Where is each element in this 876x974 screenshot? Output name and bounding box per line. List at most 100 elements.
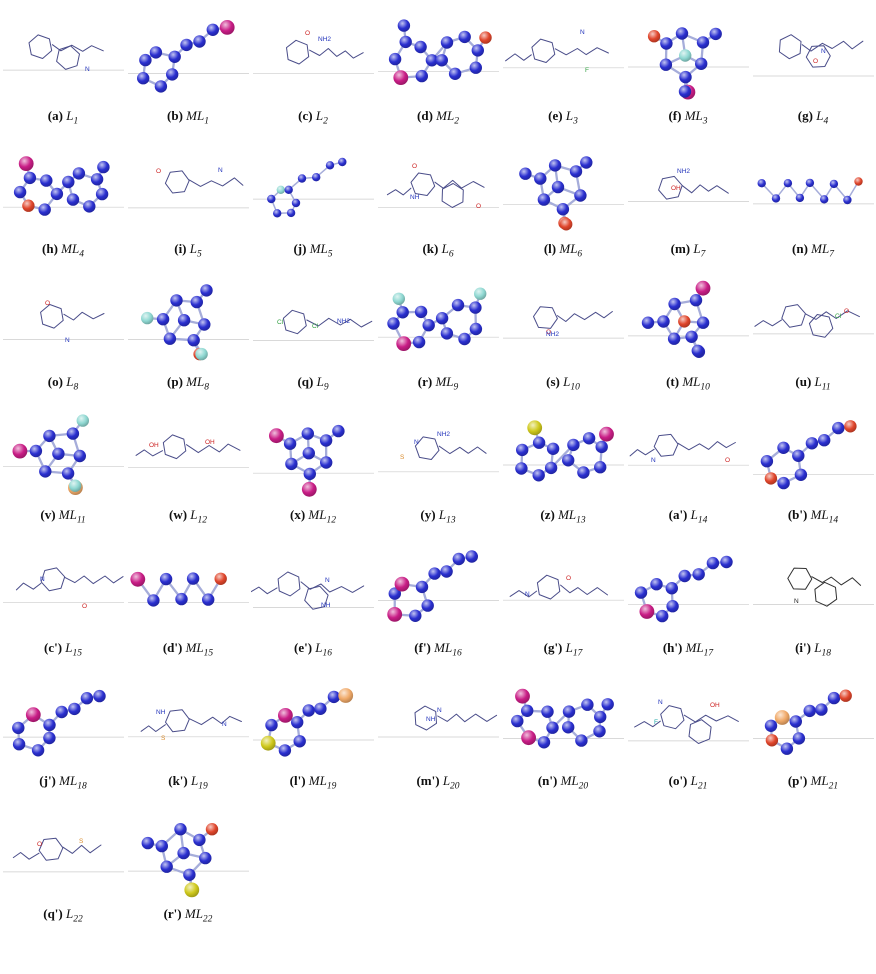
molecule-label: (v) ML11 [40, 507, 85, 526]
structure-ML15 [127, 572, 249, 607]
molecule-label-subscript: 15 [203, 648, 214, 659]
structure-L19: S N NH [127, 709, 249, 742]
molecule-cell: (f) ML3 [626, 6, 751, 127]
structure-ML21 [752, 689, 874, 756]
molecule-label-subscript: 19 [198, 781, 208, 792]
molecule-label-formula: L6 [442, 241, 454, 259]
molecule-label-index: (y) [420, 507, 436, 523]
molecule-label-index: (e) [548, 108, 563, 123]
molecule-label-name: ML [61, 241, 80, 257]
svg-text:OH: OH [205, 439, 215, 446]
molecule-label-formula: ML21 [811, 773, 839, 792]
structure-L14: ON [627, 433, 749, 466]
svg-text:O: O [476, 203, 481, 210]
molecule-label-subscript: 16 [452, 648, 462, 659]
molecule-label-name: ML [58, 507, 77, 523]
molecule-label-index: (r') [163, 906, 182, 922]
molecule-label-name: L [816, 108, 824, 123]
molecule-label-name: L [315, 108, 324, 123]
structure-ML10 [627, 280, 749, 359]
molecule-label-name: ML [682, 374, 701, 390]
molecule-label-formula: L17 [566, 640, 583, 658]
molecule-label-formula: L3 [566, 108, 578, 126]
structure-ML3 [627, 27, 749, 100]
structure-L11: ClO [752, 304, 874, 338]
svg-text:NH: NH [321, 602, 331, 609]
molecule-label: (a') L14 [669, 507, 708, 526]
molecule-label-formula: L9 [317, 374, 329, 392]
molecule-label: (c') L15 [44, 640, 82, 659]
molecule-cell: S N NH (k') L19 [126, 671, 251, 792]
molecule-label: (r') ML22 [164, 907, 213, 925]
molecule-label-index: (k) [422, 241, 439, 257]
molecule-label-name: L [190, 507, 198, 523]
molecule-label-name: ML [309, 241, 328, 257]
molecule-label-subscript: 20 [578, 781, 589, 792]
structure-ML6 [502, 156, 624, 231]
svg-text:N: N [222, 721, 227, 728]
molecule-label-formula: L15 [65, 640, 82, 658]
structure-L15: ON [2, 567, 124, 610]
svg-text:S: S [79, 838, 84, 845]
molecule-label-subscript: 12 [197, 515, 208, 526]
molecule-label-subscript: 18 [821, 648, 831, 659]
svg-text:N: N [794, 598, 799, 605]
svg-text:O: O [813, 58, 818, 65]
molecule-label-index: (w) [168, 507, 188, 523]
molecule-cell: O O NH (k) L6 [376, 139, 501, 260]
structure-ML11 [2, 414, 124, 496]
molecule-label-subscript: 2 [454, 116, 459, 127]
molecule-label-index: (q) [297, 374, 314, 390]
structure-ML7 [752, 177, 874, 205]
svg-text:O: O [156, 168, 161, 175]
molecule-label: (o) L8 [47, 374, 78, 393]
structure-L17: NO [502, 574, 624, 601]
molecule-label: (y) L13 [420, 507, 455, 526]
molecule-label-index: (g) [797, 108, 813, 123]
molecule-label-index: (p) [167, 374, 183, 390]
molecule-label-name: ML [184, 906, 203, 922]
molecule-label: (d') ML15 [163, 640, 214, 659]
molecule-cell: (r) ML9 [376, 272, 501, 393]
svg-text:N: N [658, 699, 663, 706]
molecule-label: (p') ML21 [788, 774, 838, 792]
molecule-label-index: (j') [39, 773, 56, 789]
molecule-label-subscript: 4 [823, 116, 829, 127]
molecule-label-index: (o) [47, 374, 63, 390]
molecule-label-name: ML [684, 108, 703, 123]
structure-ML2 [377, 19, 499, 85]
structure-ML13 [502, 420, 624, 482]
molecule-label-subscript: 22 [73, 914, 83, 925]
molecule-label-subscript: 18 [77, 781, 87, 792]
molecule-cell: (h') ML17 [626, 538, 751, 659]
molecule-label-formula: ML10 [682, 374, 710, 392]
molecule-cell: N NH (e') L16 [250, 538, 376, 659]
structure-L4: ON [752, 34, 874, 77]
molecule-cell: (f') ML16 [376, 538, 501, 659]
molecule-label-name: L [814, 374, 822, 390]
structure-ML19 [252, 688, 374, 757]
structure-L8: ON [2, 300, 124, 344]
molecule-label-subscript: 6 [448, 249, 454, 260]
molecule-label-subscript: 11 [821, 382, 831, 393]
molecule-cell: (j) ML5 [251, 139, 376, 260]
structure-L1: N [2, 34, 124, 73]
molecule-label-name: L [65, 640, 73, 656]
molecule-label-subscript: 15 [72, 648, 83, 659]
molecule-label: (g) L4 [797, 108, 829, 127]
molecule-label-index: (v) [40, 507, 56, 523]
svg-text:OH: OH [149, 442, 159, 449]
molecule-cell: (j') ML18 [1, 671, 126, 792]
molecule-label: (d) ML2 [417, 108, 459, 127]
molecule-label-subscript: 14 [828, 515, 839, 526]
structure-ML16 [377, 550, 499, 623]
molecule-label: (i) L5 [174, 241, 202, 260]
molecule-label-name: ML [558, 507, 577, 523]
svg-text:N: N [580, 29, 585, 36]
molecule-label-index: (h) [42, 241, 58, 257]
molecule-label-formula: ML13 [558, 507, 586, 525]
svg-text:N: N [40, 576, 45, 583]
molecule-label-subscript: 12 [326, 515, 336, 526]
structure-L2: O NH2 [252, 30, 374, 74]
